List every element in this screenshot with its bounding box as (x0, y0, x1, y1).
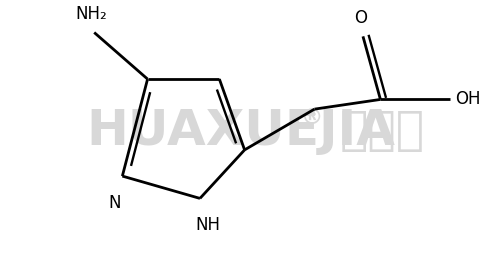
Text: N: N (108, 194, 121, 212)
Text: 化学加: 化学加 (340, 109, 425, 154)
Text: HUAXUEJIA: HUAXUEJIA (86, 107, 395, 156)
Text: NH: NH (195, 216, 220, 234)
Text: ®: ® (301, 108, 324, 128)
Text: NH₂: NH₂ (76, 5, 107, 23)
Text: O: O (354, 9, 367, 27)
Text: OH: OH (455, 91, 481, 108)
